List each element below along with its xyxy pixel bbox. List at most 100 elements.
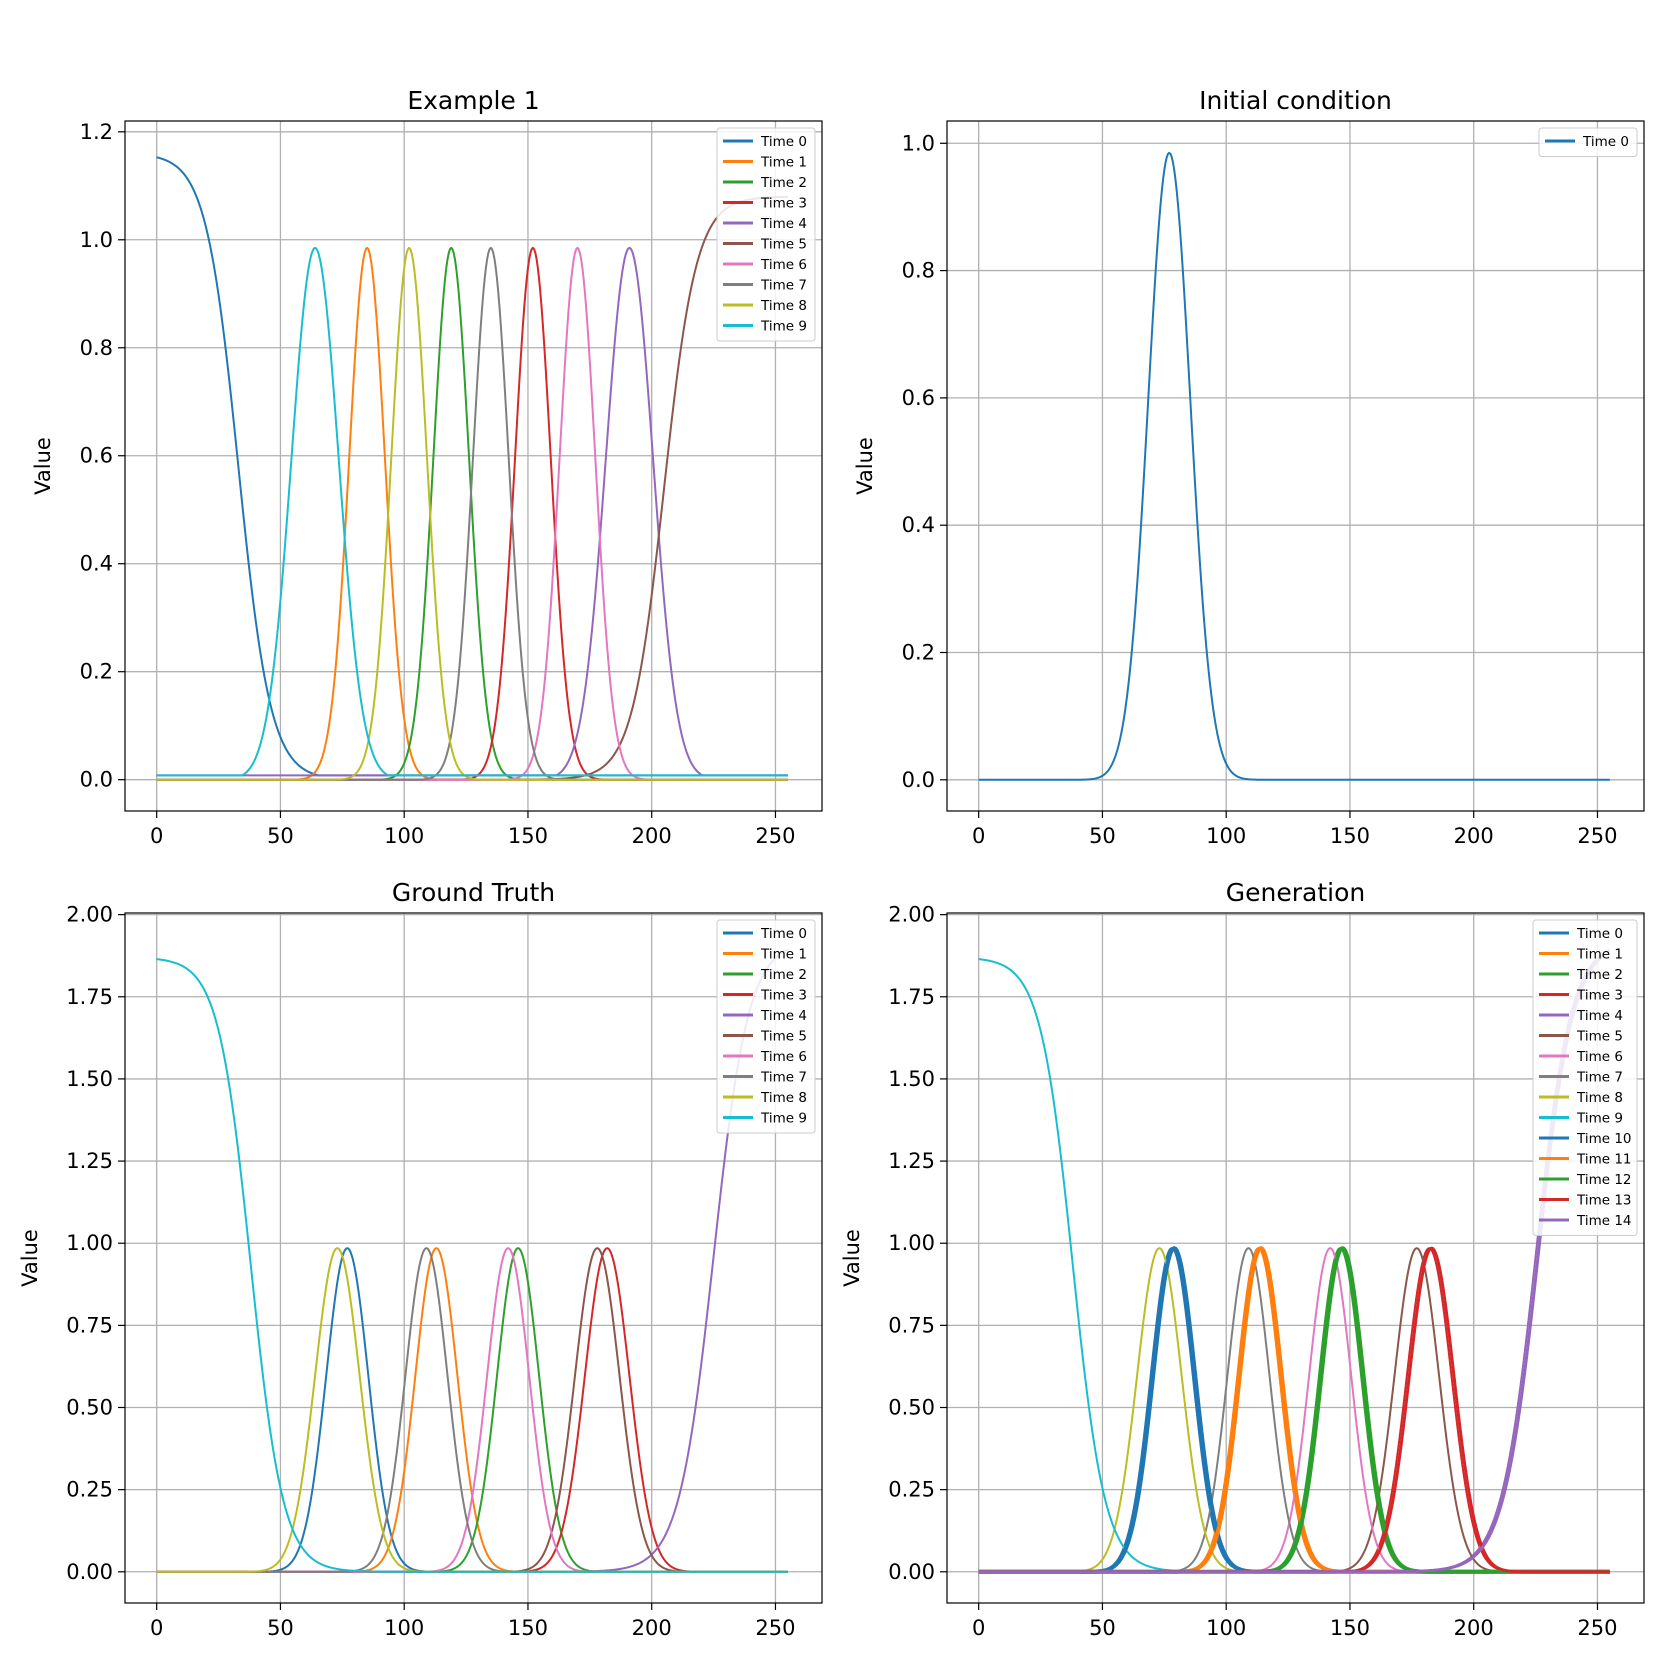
x-tick-label: 100 [384,824,424,848]
axes-frame [124,120,823,812]
chart-title: Example 1 [407,86,539,115]
y-tick-label: 2.00 [888,903,935,927]
legend-label: Time 7 [1576,1070,1623,1086]
series-line-time-0 [156,1247,788,1573]
legend-box [1538,127,1638,157]
series-line-time-8 [156,1247,788,1573]
series-line-time-5 [156,1247,788,1573]
subplot-ground-truth: 0 50 100 150 200 250 0.00 0.25 0.50 0.75 1.00 1.25… [18,878,823,1640]
axes-frame [946,912,1645,1604]
y-tick-label: 0.0 [902,768,935,792]
plot-area [977,948,1611,1574]
y-tick-label: 0.0 [80,768,113,792]
series-line-time-9 [156,246,788,777]
axes-frame [124,912,823,1604]
legend-label: Time 5 [1576,1029,1623,1045]
series-line-time-8 [978,1247,1610,1573]
legend-label: Time 5 [760,1029,807,1045]
series-line-time-2 [978,1247,1610,1573]
legend: Time 0 Time 1 Time 2 Time 3 Time 4 Time 5 Time… [716,127,816,342]
axes-frame [946,120,1645,812]
series-line-time-1 [156,1247,788,1573]
legend-label: Time 3 [1576,988,1623,1004]
x-tick-label: 150 [1330,1616,1370,1640]
x-tick-label: 250 [1577,824,1617,848]
legend-label: Time 10 [1576,1131,1632,1147]
plot-area [978,151,1610,781]
y-tick-label: 1.50 [888,1067,935,1091]
legend: Time 0 Time 1 Time 2 Time 3 Time 4 Time 5 Time… [1532,919,1638,1236]
legend-label: Time 11 [1576,1152,1632,1168]
y-tick-label: 1.50 [66,1067,113,1091]
series-line-time-3 [156,1247,788,1573]
x-tick-label: 0 [972,824,985,848]
x-axis: 0 50 100 150 200 250 [972,1603,1618,1640]
y-axis-label: Value [840,1229,864,1287]
legend-label: Time 12 [1576,1172,1632,1188]
y-tick-label: 0.50 [888,1396,935,1420]
legend-label: Time 1 [760,155,807,171]
legend-label: Time 0 [760,134,807,150]
legend-label: Time 4 [760,216,807,232]
y-tick-label: 1.00 [66,1231,113,1255]
legend-label: Time 1 [760,947,807,963]
legend-label: Time 4 [1576,1008,1623,1024]
y-tick-label: 0.00 [66,1560,113,1584]
chart-title: Ground Truth [392,878,555,907]
series-line-time-2 [156,1247,788,1573]
y-axis: 0.0 0.2 0.4 0.6 0.8 1.0 [902,131,947,792]
legend-label: Time 4 [760,1008,807,1024]
x-tick-label: 50 [1089,824,1116,848]
chart-title: Generation [1226,878,1365,907]
y-tick-label: 1.75 [888,985,935,1009]
x-tick-label: 200 [1454,824,1494,848]
legend-label: Time 14 [1576,1213,1632,1229]
y-axis-label: Value [853,437,877,495]
y-tick-label: 1.25 [888,1149,935,1173]
legend-label: Time 0 [1576,926,1623,942]
legend-label: Time 7 [760,278,807,294]
x-tick-label: 200 [632,1616,672,1640]
series-line-time-9 [156,958,788,1573]
y-tick-label: 1.2 [80,120,113,144]
y-tick-label: 1.0 [80,228,113,252]
y-tick-label: 0.25 [66,1478,113,1502]
legend-label: Time 6 [760,257,807,273]
x-axis: 0 50 100 150 200 250 [150,811,796,848]
legend: Time 0 [1538,127,1638,157]
y-tick-label: 0.6 [902,386,935,410]
y-tick-label: 0.8 [80,336,113,360]
series-line-time-6 [978,1247,1610,1573]
x-tick-label: 50 [267,1616,294,1640]
series-line-time-11 [977,1246,1611,1574]
legend-label: Time 2 [760,175,807,191]
y-tick-label: 0.4 [902,513,935,537]
legend-label: Time 0 [760,926,807,942]
series-line-time-1 [978,1247,1610,1573]
y-axis-label: Value [18,1229,42,1287]
chart-title: Initial condition [1199,86,1392,115]
series-line-time-8 [156,246,788,781]
x-axis: 0 50 100 150 200 250 [150,1603,796,1640]
y-tick-label: 0.75 [66,1313,113,1337]
series-line-time-4 [156,948,789,1573]
legend-label: Time 2 [760,967,807,983]
x-tick-label: 100 [1206,1616,1246,1640]
legend-label: Time 3 [760,196,807,212]
series-line-time-0 [978,151,1610,781]
subplot-initial-condition: 0 50 100 150 200 250 0.0 0.2 0.4 0.6 0.8 1.0 Initi… [853,86,1645,848]
x-tick-label: 50 [267,824,294,848]
legend-label: Time 6 [760,1049,807,1065]
subplot-generation: 0 50 100 150 200 250 0.00 0.25 0.50 0.75 1.00 1.25… [840,878,1645,1640]
y-tick-label: 1.00 [888,1231,935,1255]
y-axis: 0.0 0.2 0.4 0.6 0.8 1.0 1.2 [80,120,125,792]
legend-label: Time 9 [760,1111,807,1127]
series-line-time-7 [156,1247,788,1573]
legend-label: Time 2 [1576,967,1623,983]
legend: Time 0 Time 1 Time 2 Time 3 Time 4 Time 5 Time… [716,919,816,1134]
y-tick-label: 1.25 [66,1149,113,1173]
x-tick-label: 100 [1206,824,1246,848]
y-axis-label: Value [31,437,55,495]
legend-label: Time 9 [1576,1111,1623,1127]
